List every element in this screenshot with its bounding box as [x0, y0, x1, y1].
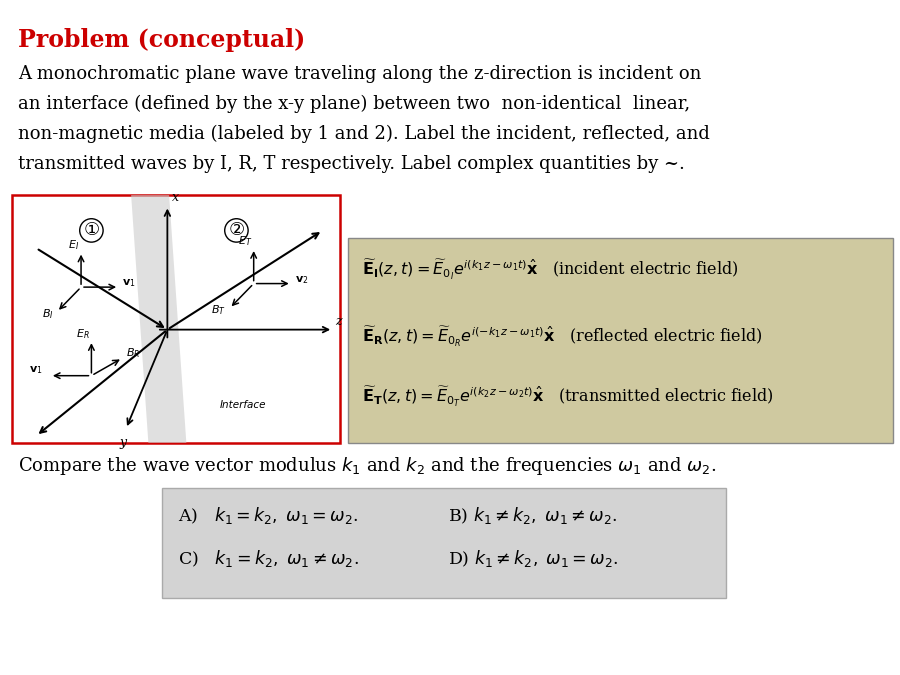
Text: an interface (defined by the x-y plane) between two  non-identical  linear,: an interface (defined by the x-y plane) …: [18, 95, 690, 113]
Text: A)   $k_1 = k_2,\; \omega_1 = \omega_2$.: A) $k_1 = k_2,\; \omega_1 = \omega_2$.: [178, 505, 358, 526]
Text: $\mathbf{v}_1$: $\mathbf{v}_1$: [30, 364, 43, 376]
Bar: [348, 238, 893, 443]
Text: Interface: Interface: [220, 400, 266, 410]
Text: $\widetilde{\mathbf{E}}_\mathbf{R}(z,t)=\widetilde{E}_{0_R}e^{i(-k_1z-\omega_1t): $\widetilde{\mathbf{E}}_\mathbf{R}(z,t)=…: [362, 325, 762, 349]
Text: $\mathbf{v}_2$: $\mathbf{v}_2$: [295, 274, 309, 286]
Text: D) $k_1 \neq k_2,\; \omega_1 = \omega_2$.: D) $k_1 \neq k_2,\; \omega_1 = \omega_2$…: [448, 548, 618, 569]
Text: Problem (conceptual): Problem (conceptual): [18, 28, 305, 52]
Text: Compare the wave vector modulus $k_1$ and $k_2$ and the frequencies $\omega_1$ a: Compare the wave vector modulus $k_1$ an…: [18, 455, 716, 477]
Polygon shape: [131, 195, 186, 443]
Bar: [162, 488, 726, 598]
Text: $\widetilde{\mathbf{E}}_\mathbf{I}(z,t)=\widetilde{E}_{0_I}e^{i(k_1z-\omega_1t)}: $\widetilde{\mathbf{E}}_\mathbf{I}(z,t)=…: [362, 258, 739, 282]
Text: $B_I$: $B_I$: [41, 307, 53, 321]
Text: z: z: [335, 315, 341, 328]
Text: y: y: [119, 436, 126, 449]
Text: non-magnetic media (labeled by 1 and 2). Label the incident, reflected, and: non-magnetic media (labeled by 1 and 2).…: [18, 125, 710, 143]
Bar: [12, 195, 340, 443]
Text: $E_R$: $E_R$: [76, 327, 90, 340]
Text: ①: ①: [84, 221, 100, 240]
Text: $E_T$: $E_T$: [238, 235, 252, 248]
Text: $B_T$: $B_T$: [212, 304, 226, 317]
Text: x: x: [172, 191, 178, 204]
Text: C)   $k_1 = k_2,\; \omega_1 \neq \omega_2$.: C) $k_1 = k_2,\; \omega_1 \neq \omega_2$…: [178, 548, 359, 569]
Text: $E_I$: $E_I$: [68, 238, 79, 252]
Text: ②: ②: [229, 221, 245, 240]
Text: A monochromatic plane wave traveling along the z-direction is incident on: A monochromatic plane wave traveling alo…: [18, 65, 701, 83]
Text: B) $k_1 \neq k_2,\; \omega_1 \neq \omega_2$.: B) $k_1 \neq k_2,\; \omega_1 \neq \omega…: [448, 505, 617, 526]
Text: $\widetilde{\mathbf{E}}_\mathbf{T}(z,t)=\widetilde{E}_{0_T}e^{i(k_2z-\omega_2t)}: $\widetilde{\mathbf{E}}_\mathbf{T}(z,t)=…: [362, 385, 774, 409]
Text: transmitted waves by I, R, T respectively. Label complex quantities by ~.: transmitted waves by I, R, T respectivel…: [18, 155, 685, 173]
Text: $B_R$: $B_R$: [126, 346, 140, 360]
Text: $\mathbf{v}_1$: $\mathbf{v}_1$: [122, 277, 136, 289]
